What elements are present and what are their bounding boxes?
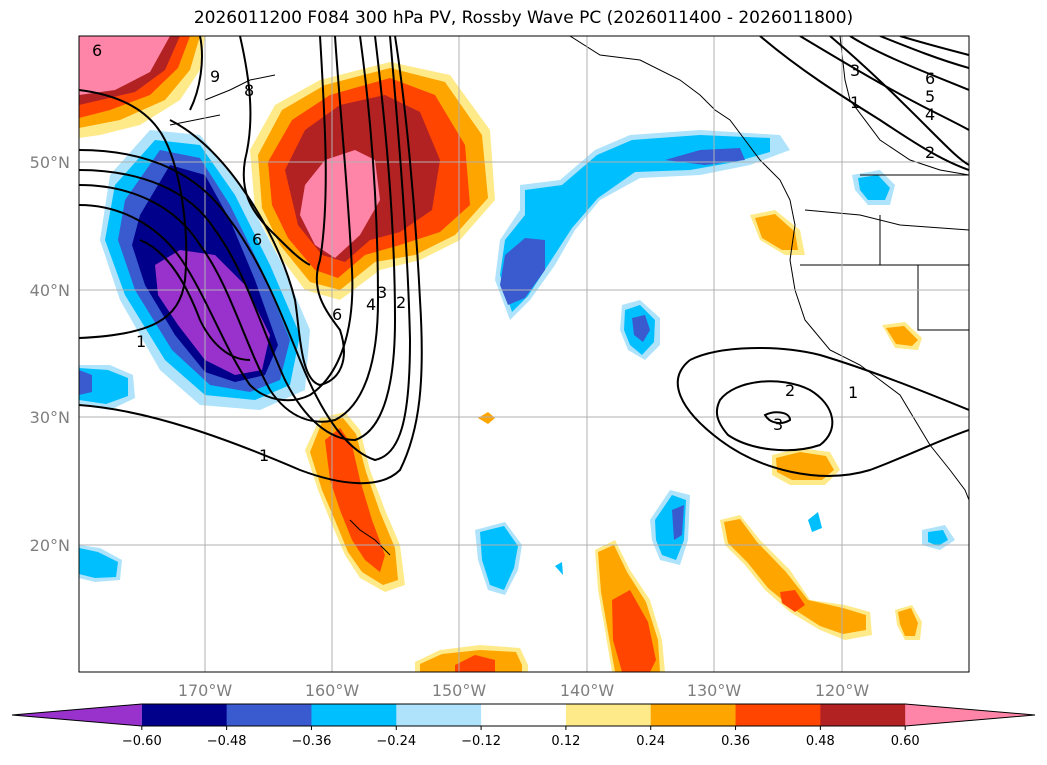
- colorbar: −0.60 −0.48 −0.36 −0.24 −0.12 0.12 0.24 0.36 0.4…: [11, 703, 1036, 749]
- colorbar-tick-label: −0.12: [461, 734, 501, 749]
- contour-label: 1: [850, 93, 860, 112]
- graticule: [79, 36, 969, 672]
- lon-label: 120°W: [815, 681, 870, 700]
- colorbar-segment: [650, 704, 737, 726]
- pv-contour-labels: 6 9 8 6 3 4 2 6 1 1 3 6 5 4 1 2 2 1 3: [92, 41, 935, 465]
- plot-frame: [78, 35, 970, 673]
- lat-label: 50°N: [30, 153, 70, 172]
- contour-label: 6: [332, 305, 342, 324]
- contour-label: 3: [773, 415, 783, 434]
- colorbar-tick-label: 0.24: [636, 734, 665, 749]
- map-title: 2026011200 F084 300 hPa PV, Rossby Wave …: [193, 8, 854, 28]
- colorbar-segment: [481, 704, 567, 726]
- pv-anomaly-fills: [79, 36, 955, 672]
- lat-label: 20°N: [30, 536, 70, 555]
- colorbar-segment: [396, 704, 482, 726]
- colorbar-tick-label: 0.36: [721, 734, 750, 749]
- lon-label: 160°W: [305, 681, 360, 700]
- lat-label: 40°N: [30, 281, 70, 300]
- lon-label: 150°W: [432, 681, 487, 700]
- contour-label: 1: [848, 383, 858, 402]
- contour-label: 5: [925, 87, 935, 106]
- lon-label: 170°W: [178, 681, 233, 700]
- colorbar-extend-high: [905, 704, 1035, 726]
- contour-label: 4: [925, 105, 935, 124]
- contour-label: 6: [252, 230, 262, 249]
- colorbar-segment: [735, 704, 821, 726]
- lat-label: 30°N: [30, 408, 70, 427]
- contour-label: 1: [136, 332, 146, 351]
- contour-label: 1: [259, 446, 269, 465]
- colorbar-tick-label: 0.48: [806, 734, 835, 749]
- latitude-labels: 50°N 40°N 30°N 20°N: [30, 153, 70, 555]
- colorbar-tick-label: −0.36: [292, 734, 332, 749]
- contour-label: 8: [244, 81, 254, 100]
- colorbar-segment: [820, 704, 906, 726]
- contour-label: 3: [850, 61, 860, 80]
- contour-label: 6: [925, 69, 935, 88]
- coastlines: [169, 36, 969, 556]
- colorbar-segment: [226, 704, 312, 726]
- colorbar-tick-label: −0.60: [122, 734, 162, 749]
- colorbar-tick-label: −0.24: [376, 734, 416, 749]
- contour-label: 2: [785, 381, 795, 400]
- colorbar-tick-label: 0.60: [891, 734, 920, 749]
- colorbar-segment: [141, 704, 228, 726]
- lon-label: 130°W: [687, 681, 742, 700]
- contour-label: 9: [210, 67, 220, 86]
- colorbar-segment: [565, 704, 652, 726]
- contour-label: 3: [377, 283, 387, 302]
- colorbar-tick-label: −0.48: [207, 734, 247, 749]
- lon-label: 140°W: [560, 681, 615, 700]
- colorbar-tick-label: 0.12: [551, 734, 580, 749]
- contour-label: 2: [925, 143, 935, 162]
- contour-label: 6: [92, 41, 102, 60]
- contour-label: 2: [396, 293, 406, 312]
- colorbar-segment: [311, 704, 397, 726]
- longitude-labels: 170°W 160°W 150°W 140°W 130°W 120°W: [178, 681, 870, 700]
- contour-label: 4: [366, 295, 376, 314]
- pv-contours: [79, 36, 969, 485]
- colorbar-extend-low: [12, 704, 142, 726]
